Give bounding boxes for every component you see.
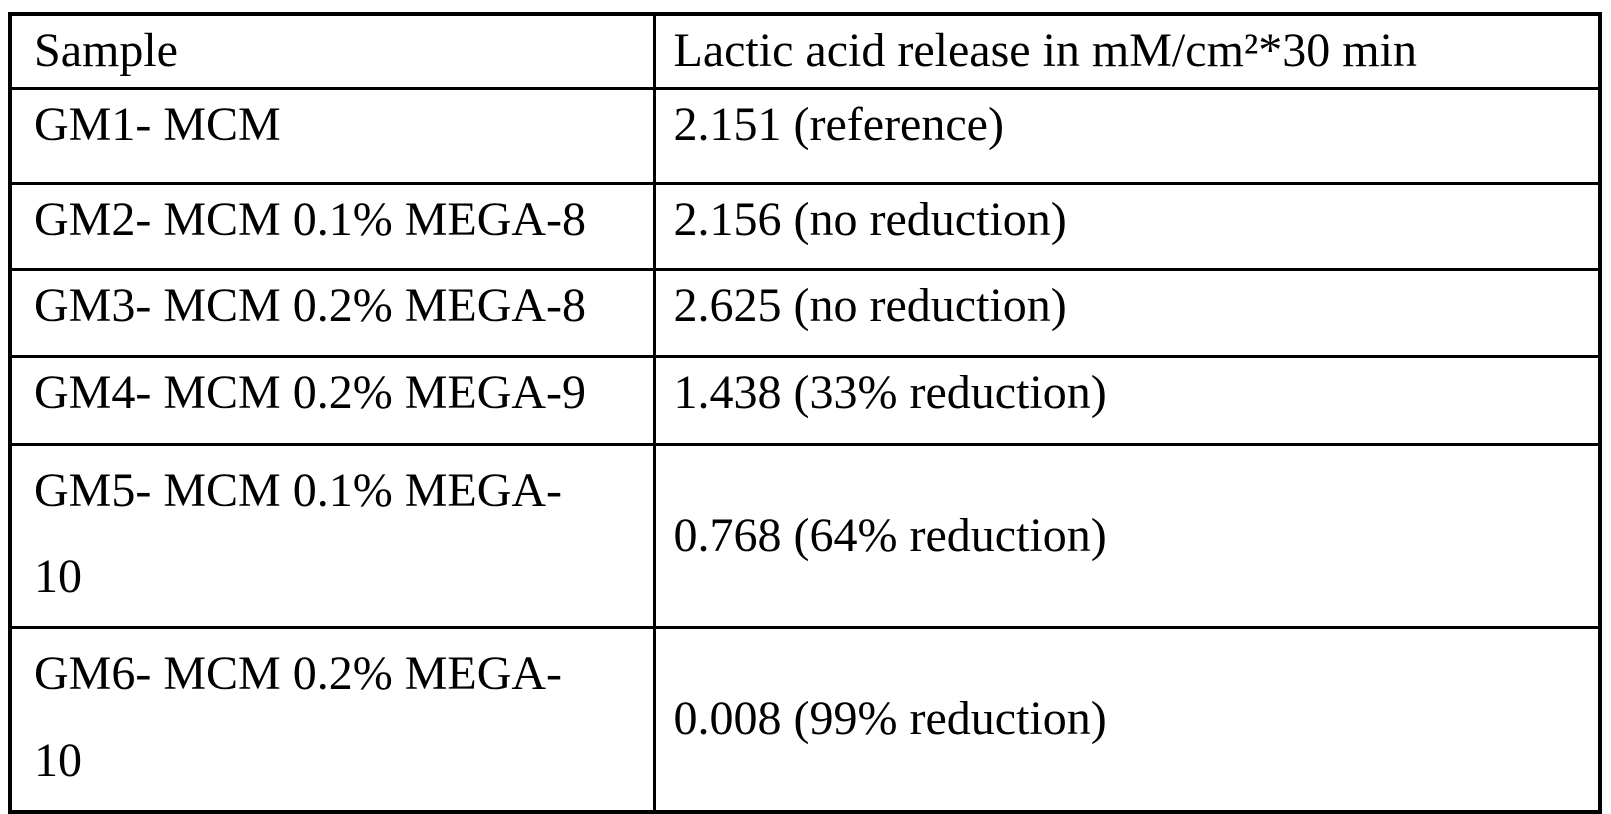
sample-text: GM3- MCM 0.2% MEGA-8: [34, 278, 586, 332]
value-cell: 1.438 (33% reduction): [652, 354, 1602, 446]
sample-cell: GM6- MCM 0.2% MEGA-10: [8, 626, 656, 814]
header-cell-sample: Sample: [8, 12, 656, 90]
sample-text: GM6- MCM 0.2% MEGA-10: [34, 647, 562, 787]
value-text: 1.438 (33% reduction): [673, 365, 1107, 419]
sample-text: GM1- MCM: [34, 97, 281, 151]
value-cell: 2.151 (reference): [652, 86, 1602, 185]
value-text: 2.625 (no reduction): [673, 278, 1067, 332]
value-text: 0.768 (64% reduction): [673, 508, 1107, 562]
table-row-gm2: GM2- MCM 0.1% MEGA-8 2.156 (no reduction…: [8, 181, 1602, 271]
sample-cell: GM4- MCM 0.2% MEGA-9: [8, 354, 656, 446]
value-cell: 0.768 (64% reduction): [652, 442, 1602, 630]
table-row-gm5: GM5- MCM 0.1% MEGA-10 0.768 (64% reducti…: [8, 442, 1602, 630]
sample-cell: GM3- MCM 0.2% MEGA-8: [8, 267, 656, 358]
value-text: 2.151 (reference): [673, 97, 1004, 151]
sample-cell: GM2- MCM 0.1% MEGA-8: [8, 181, 656, 271]
table-row-gm3: GM3- MCM 0.2% MEGA-8 2.625 (no reduction…: [8, 267, 1602, 358]
table-header-row: Sample Lactic acid release in mM/cm²*30 …: [8, 12, 1602, 90]
sample-text: GM4- MCM 0.2% MEGA-9: [34, 365, 586, 419]
document-page: Sample Lactic acid release in mM/cm²*30 …: [8, 12, 1602, 814]
table-row-gm4: GM4- MCM 0.2% MEGA-9 1.438 (33% reductio…: [8, 354, 1602, 446]
value-text: 2.156 (no reduction): [673, 192, 1067, 246]
value-cell: 2.156 (no reduction): [652, 181, 1602, 271]
value-text: 0.008 (99% reduction): [673, 692, 1107, 746]
header-lactic-acid-label: Lactic acid release in mM/cm²*30 min: [673, 24, 1417, 77]
sample-text: GM5- MCM 0.1% MEGA-10: [34, 463, 562, 603]
value-cell: 0.008 (99% reduction): [652, 626, 1602, 814]
table-row-gm6: GM6- MCM 0.2% MEGA-10 0.008 (99% reducti…: [8, 626, 1602, 814]
sample-cell: GM5- MCM 0.1% MEGA-10: [8, 442, 656, 630]
header-cell-lactic-acid-release: Lactic acid release in mM/cm²*30 min: [652, 12, 1602, 90]
table-row-gm1: GM1- MCM 2.151 (reference): [8, 86, 1602, 185]
lactic-acid-results-table: Sample Lactic acid release in mM/cm²*30 …: [8, 12, 1602, 814]
header-sample-label: Sample: [34, 24, 178, 77]
value-cell: 2.625 (no reduction): [652, 267, 1602, 358]
sample-text: GM2- MCM 0.1% MEGA-8: [34, 192, 586, 246]
sample-cell: GM1- MCM: [8, 86, 656, 185]
